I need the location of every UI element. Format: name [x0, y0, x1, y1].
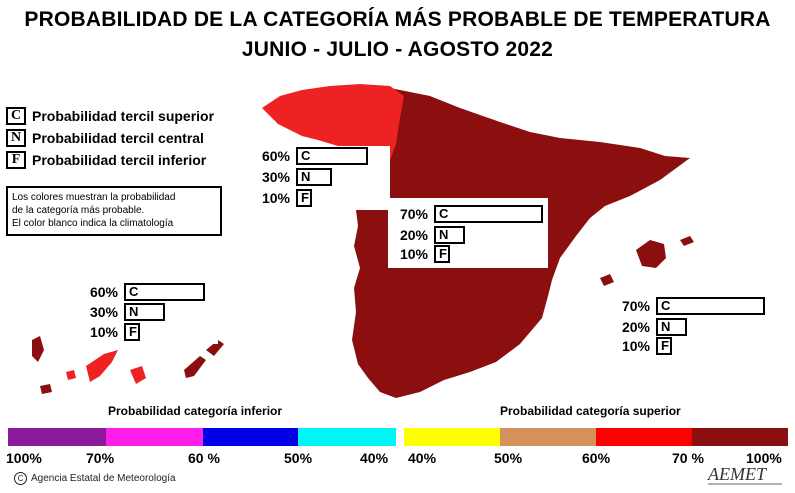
row-n: 20% N: [388, 225, 465, 245]
bar-c: C: [296, 147, 368, 165]
pct-f: 10%: [89, 324, 118, 340]
bar-n: N: [656, 318, 687, 336]
note-line-2: de la categoría más probable.: [12, 205, 145, 216]
scale-title-superior: Probabilidad categoría superior: [500, 404, 681, 418]
tick-sup-70: 70 %: [672, 450, 704, 466]
note-line-3: El color blanco indica la climatología: [12, 218, 174, 229]
tick-sup-40: 40%: [408, 450, 437, 466]
panel-peninsula: 70% C 20% N 10% F: [388, 198, 548, 268]
pct-n: 20%: [621, 319, 650, 335]
row-n: 30% N: [250, 167, 332, 187]
row-c: 60% C: [78, 282, 205, 302]
swatch-sup-2: [500, 428, 596, 446]
credit-line: C Agencia Estatal de Meteorología: [14, 472, 176, 485]
key-label-inferior: Probabilidad tercil inferior: [32, 152, 207, 168]
swatch-sup-1: [404, 428, 500, 446]
tick-inf-70: 70%: [86, 450, 115, 466]
pct-c: 60%: [89, 284, 118, 300]
row-n: 30% N: [78, 302, 165, 322]
bar-f: F: [296, 189, 312, 207]
row-n: 20% N: [610, 317, 687, 337]
row-f: 10% F: [250, 188, 312, 208]
key-label-central: Probabilidad tercil central: [32, 130, 204, 146]
color-note: Los colores muestran la probabilidad de …: [6, 186, 222, 236]
swatch-inf-3: [203, 428, 298, 446]
bar-c: C: [124, 283, 205, 301]
swatch-inf-1: [8, 428, 106, 446]
logo-text: AEMET: [707, 464, 768, 484]
scale-title-inferior: Probabilidad categoría inferior: [108, 404, 283, 418]
row-c: 60% C: [250, 146, 368, 166]
tick-inf-40: 40%: [360, 450, 389, 466]
row-f: 10% F: [78, 322, 140, 342]
tick-sup-50: 50%: [494, 450, 523, 466]
canarias-fuerteventura: [184, 356, 206, 378]
row-f: 10% F: [388, 244, 450, 264]
canarias-lapalma: [32, 336, 44, 362]
baleares-ibiza: [600, 274, 614, 286]
copyright-icon: C: [14, 472, 27, 485]
pct-c: 70%: [399, 206, 428, 222]
canarias-lanzarote: [206, 340, 224, 356]
bar-f: F: [434, 245, 450, 263]
canarias-gomera: [66, 370, 76, 380]
swatch-sup-4: [692, 428, 788, 446]
baleares-mallorca: [636, 240, 666, 268]
swatch-inf-4: [298, 428, 396, 446]
pct-f: 10%: [261, 190, 290, 206]
tick-sup-60: 60%: [582, 450, 611, 466]
row-c: 70% C: [610, 296, 765, 316]
row-c: 70% C: [388, 204, 543, 224]
key-row-central: N Probabilidad tercil central: [6, 128, 204, 148]
panel-canarias: 60% C 30% N 10% F: [78, 282, 218, 344]
pct-n: 20%: [399, 227, 428, 243]
canarias-elhierro: [40, 384, 52, 394]
map-subtitle: JUNIO - JULIO - AGOSTO 2022: [241, 38, 554, 61]
aemet-logo: AEMET: [707, 464, 782, 485]
canarias-tenerife: [86, 350, 118, 382]
pct-f: 10%: [399, 246, 428, 262]
row-f: 10% F: [610, 336, 672, 356]
key-box-f: F: [6, 151, 26, 169]
tick-inf-100: 100%: [6, 450, 42, 466]
key-row-inferior: F Probabilidad tercil inferior: [6, 150, 206, 170]
pct-f: 10%: [621, 338, 650, 354]
bar-c: C: [656, 297, 765, 315]
panel-baleares: 70% C 20% N 10% F: [610, 296, 770, 358]
tick-sup-100: 100%: [746, 450, 782, 466]
panel-cantabrico: 60% C 30% N 10% F: [250, 146, 390, 210]
baleares-menorca: [680, 236, 694, 246]
swatch-sup-3: [596, 428, 692, 446]
pct-c: 60%: [261, 148, 290, 164]
bar-f: F: [124, 323, 140, 341]
pct-c: 70%: [621, 298, 650, 314]
bar-c: C: [434, 205, 543, 223]
tick-inf-50: 50%: [284, 450, 313, 466]
note-line-1: Los colores muestran la probabilidad: [12, 192, 176, 203]
bar-f: F: [656, 337, 672, 355]
bar-n: N: [434, 226, 465, 244]
pct-n: 30%: [89, 304, 118, 320]
bar-n: N: [296, 168, 332, 186]
map-title: PROBABILIDAD DE LA CATEGORÍA MÁS PROBABL…: [24, 8, 771, 31]
key-label-superior: Probabilidad tercil superior: [32, 108, 215, 124]
tick-inf-60: 60 %: [188, 450, 220, 466]
canarias-grancanaria: [130, 366, 146, 384]
key-box-n: N: [6, 129, 26, 147]
key-row-superior: C Probabilidad tercil superior: [6, 106, 214, 126]
pct-n: 30%: [261, 169, 290, 185]
bar-n: N: [124, 303, 165, 321]
credit-text: Agencia Estatal de Meteorología: [31, 473, 176, 484]
key-box-c: C: [6, 107, 26, 125]
swatch-inf-2: [106, 428, 203, 446]
